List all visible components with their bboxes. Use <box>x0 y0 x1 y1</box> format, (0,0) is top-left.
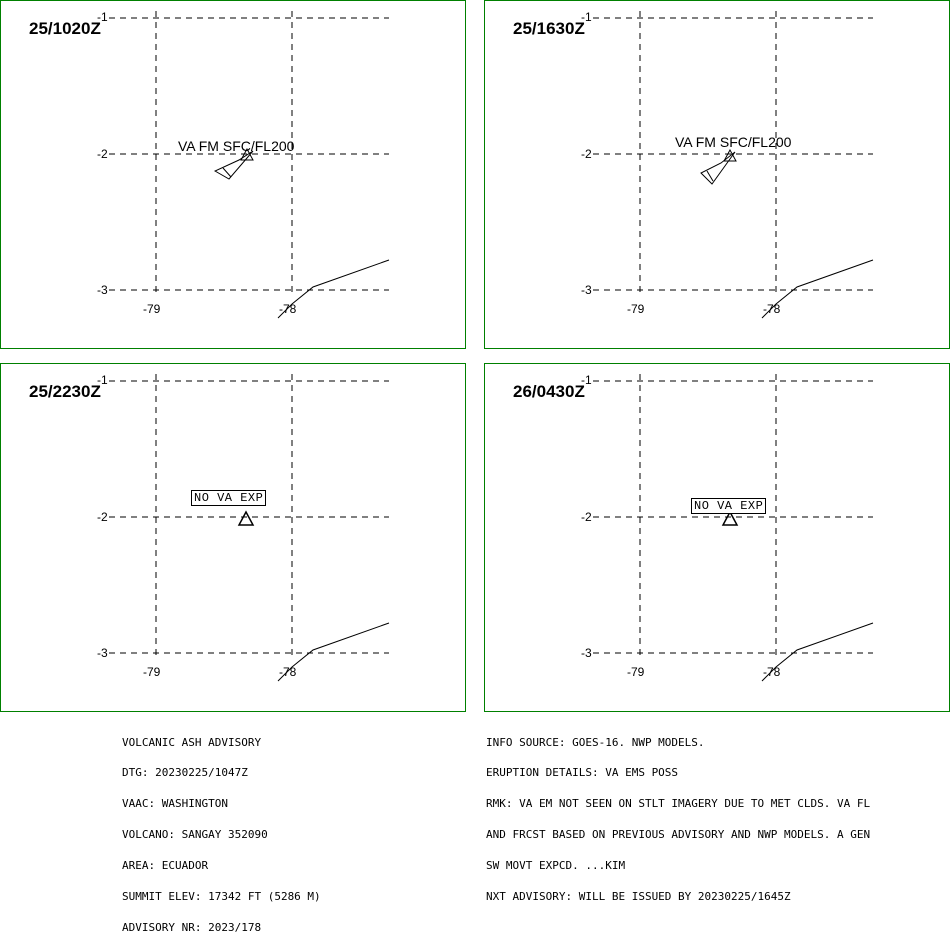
lon-label: -79 <box>143 302 161 316</box>
lat-label: -3 <box>581 646 592 660</box>
lat-label: -2 <box>581 147 592 161</box>
lon-label: -79 <box>627 302 645 316</box>
advisory-line: SUMMIT ELEV: 17342 FT (5286 M) <box>122 890 321 904</box>
lon-label: -79 <box>143 665 161 679</box>
advisory-line: AND FRCST BASED ON PREVIOUS ADVISORY AND… <box>486 828 871 842</box>
panel-time: 25/1020Z <box>29 19 101 38</box>
coastline <box>277 259 390 319</box>
panel-time: 26/0430Z <box>513 382 585 401</box>
advisory-details-block: INFO SOURCE: GOES-16. NWP MODELS. ERUPTI… <box>486 717 870 913</box>
lon-label: -78 <box>279 665 297 679</box>
ash-polygon <box>213 150 254 180</box>
map-graphics <box>593 374 874 682</box>
coastline <box>761 622 874 682</box>
volcano-marker <box>723 148 737 162</box>
no-va-label: NO VA EXP <box>191 490 267 506</box>
advisory-line: DTG: 20230225/1047Z <box>122 766 248 780</box>
advisory-line: NXT ADVISORY: WILL BE ISSUED BY 20230225… <box>486 890 791 904</box>
lon-label: -78 <box>279 302 297 316</box>
lat-label: -3 <box>581 283 592 297</box>
lat-label: -1 <box>97 10 108 24</box>
ash-cloud-label: VA FM SFC/FL200 <box>178 138 295 154</box>
lat-label: -3 <box>97 283 108 297</box>
ash-polygon <box>700 151 736 185</box>
advisory-line: RMK: VA EM NOT SEEN ON STLT IMAGERY DUE … <box>486 797 871 811</box>
volcano-marker <box>240 147 254 161</box>
lon-label: -79 <box>627 665 645 679</box>
lat-label: -2 <box>97 147 108 161</box>
lat-label: -1 <box>97 373 108 387</box>
panel-time: 25/2230Z <box>29 382 101 401</box>
lat-label: -2 <box>581 510 592 524</box>
no-va-label: NO VA EXP <box>691 498 767 514</box>
map-graphics <box>109 11 390 319</box>
lat-label: -3 <box>97 646 108 660</box>
advisory-line: VOLCANO: SANGAY 352090 <box>122 828 268 842</box>
lon-label: -78 <box>763 302 781 316</box>
map-panel-1: 25/1020Z -1 -2 -3 -79 -78 VA FM SFC/FL20… <box>0 0 466 349</box>
panel-time: 25/1630Z <box>513 19 585 38</box>
map-panel-3: 25/2230Z -1 -2 -3 -79 -78 NO VA EXP <box>0 363 466 712</box>
map-panel-2: 25/1630Z -1 -2 -3 -79 -78 VA FM SFC/FL20… <box>484 0 950 349</box>
advisory-line: AREA: ECUADOR <box>122 859 209 873</box>
map-panel-4: 26/0430Z -1 -2 -3 -79 -78 NO VA EXP <box>484 363 950 712</box>
advisory-line: ERUPTION DETAILS: VA EMS POSS <box>486 766 679 780</box>
advisory-line: ADVISORY NR: 2023/178 <box>122 920 262 934</box>
advisory-line: VOLCANIC ASH ADVISORY <box>122 735 262 749</box>
lat-label: -2 <box>97 510 108 524</box>
ash-cloud-label: VA FM SFC/FL200 <box>675 134 792 150</box>
advisory-line: SW MOVT EXPCD. ...KIM <box>486 859 626 873</box>
coastline <box>761 259 874 319</box>
coastline <box>277 622 390 682</box>
lat-label: -1 <box>581 10 592 24</box>
volcano-marker <box>721 510 739 526</box>
map-graphics <box>109 374 390 682</box>
advisory-header-block: VOLCANIC ASH ADVISORY DTG: 20230225/1047… <box>122 717 321 944</box>
volcano-marker <box>237 510 255 526</box>
advisory-line: INFO SOURCE: GOES-16. NWP MODELS. <box>486 735 705 749</box>
map-graphics <box>593 11 874 319</box>
advisory-line: VAAC: WASHINGTON <box>122 797 228 811</box>
lon-label: -78 <box>763 665 781 679</box>
lat-label: -1 <box>581 373 592 387</box>
